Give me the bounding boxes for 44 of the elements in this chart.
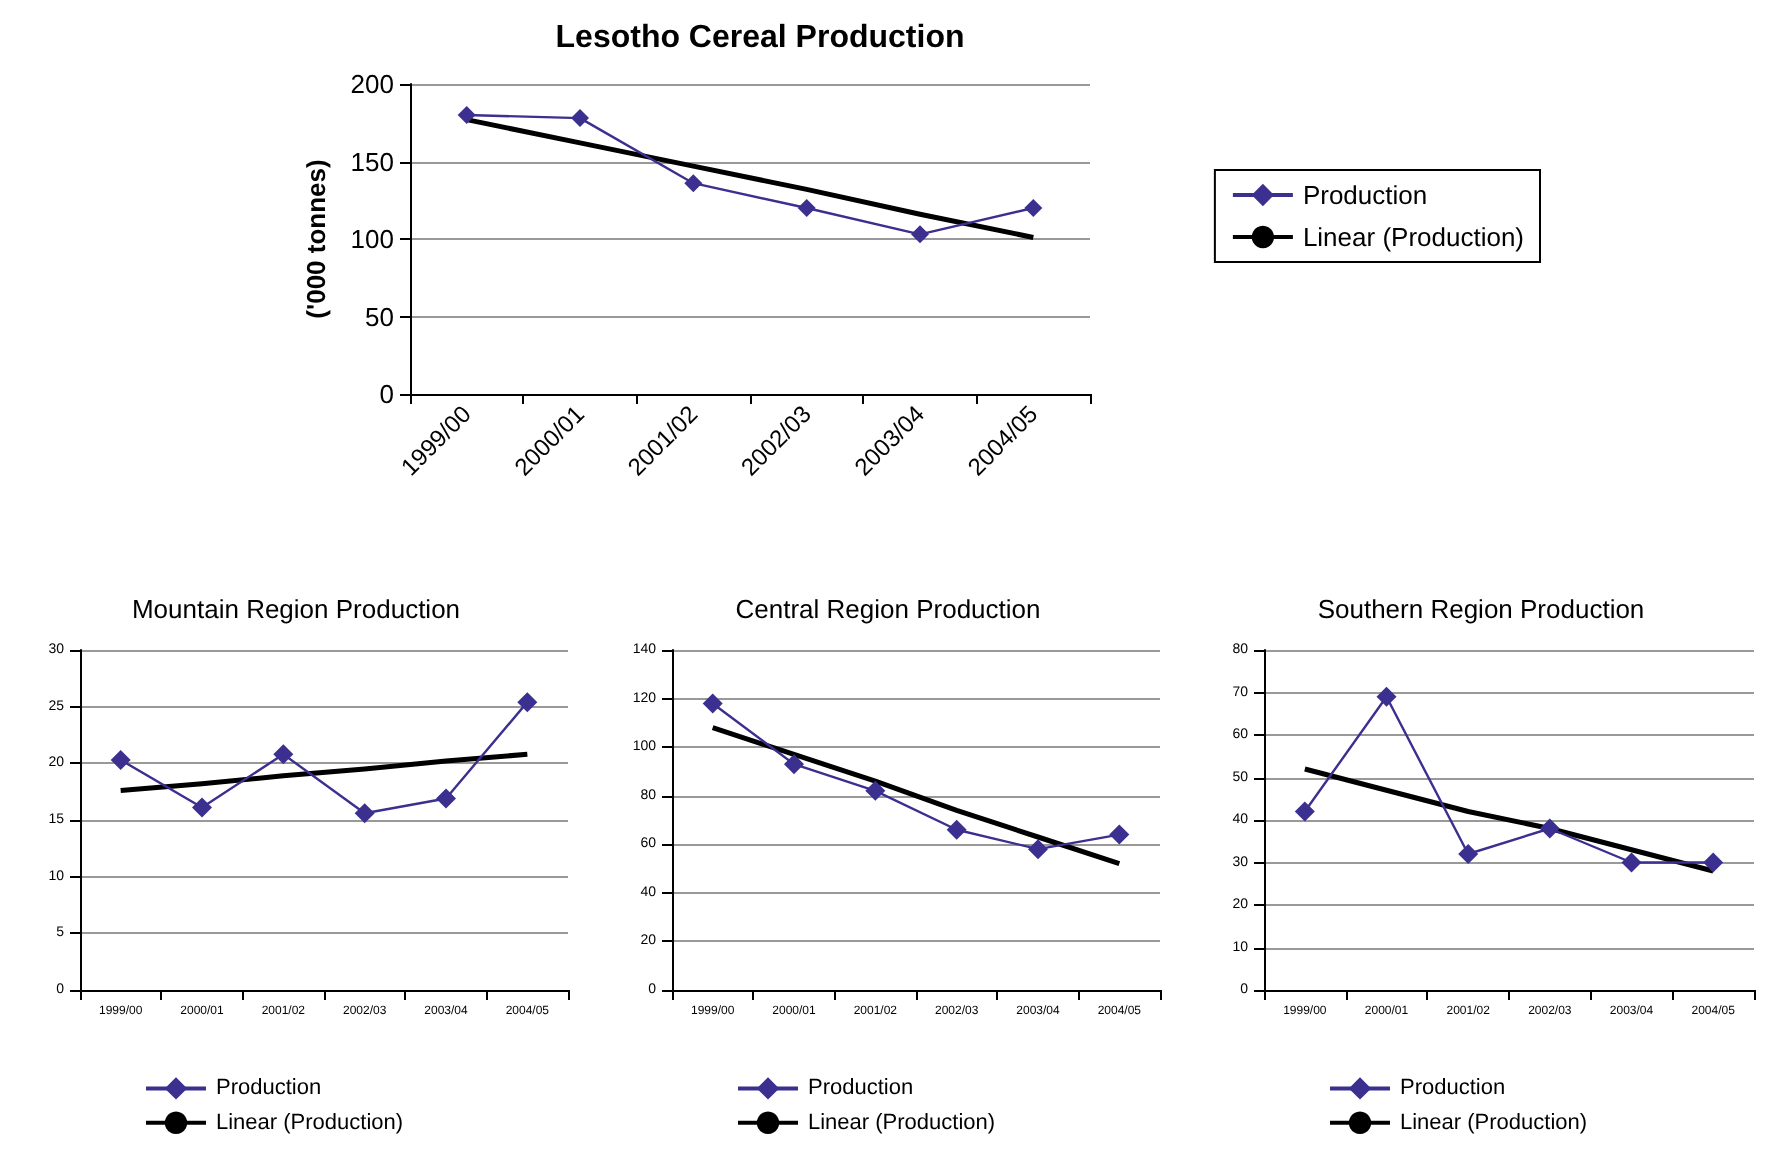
- legend-label: Linear (Production): [1302, 222, 1525, 252]
- point: [684, 174, 703, 193]
- legend-label: Linear (Production): [1400, 1110, 1588, 1135]
- legend-label: Production: [1400, 1076, 1506, 1101]
- point: [110, 749, 131, 770]
- point: [436, 788, 456, 809]
- point: [1028, 839, 1048, 860]
- chart-title: Lesotho Cereal Production: [555, 21, 965, 55]
- legend-label: Production: [216, 1076, 322, 1101]
- y-tick-label: 50: [365, 301, 394, 332]
- chart-title: Central Region Production: [735, 594, 1041, 624]
- point: [1621, 852, 1642, 873]
- point: [192, 797, 212, 818]
- point: [1024, 199, 1043, 217]
- point: [354, 803, 375, 824]
- point: [946, 819, 967, 840]
- point: [1539, 818, 1560, 839]
- line-series: [710, 725, 1122, 867]
- point: [1109, 824, 1130, 845]
- legend-label: Production: [808, 1076, 914, 1101]
- legend-label: Linear (Production): [216, 1110, 404, 1135]
- point: [1458, 844, 1479, 864]
- point: [1703, 852, 1724, 873]
- y-tick-label: 0: [379, 379, 394, 409]
- y-tick-label: 200: [350, 69, 394, 99]
- point: [1376, 686, 1397, 707]
- y-tick-label: 100: [350, 224, 394, 254]
- legend-label: Linear (Production): [808, 1110, 996, 1135]
- point: [273, 744, 294, 765]
- point: [911, 225, 929, 244]
- point: [797, 199, 816, 217]
- y-tick-label: 150: [350, 146, 394, 177]
- legend-label: Production: [1302, 180, 1428, 210]
- y-axis-title: ('000 tonnes): [300, 159, 331, 319]
- point: [457, 106, 476, 124]
- point: [865, 780, 886, 801]
- point: [571, 109, 589, 128]
- line-series: [118, 751, 530, 794]
- point: [1294, 801, 1315, 822]
- point: [702, 693, 723, 714]
- point: [517, 692, 538, 713]
- chart-title: Southern Region Production: [1317, 594, 1645, 624]
- point: [784, 754, 804, 775]
- chart-title: Mountain Region Production: [131, 594, 461, 624]
